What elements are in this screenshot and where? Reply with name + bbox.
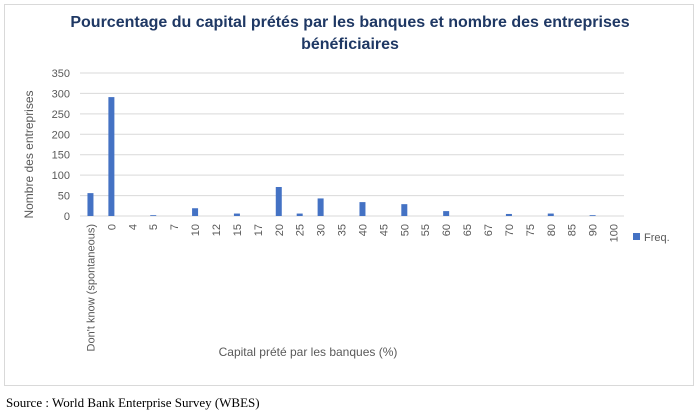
x-tick-label: 20 [274, 224, 286, 236]
x-tick-label: 55 [420, 224, 432, 236]
x-tick-label: 0 [106, 224, 118, 230]
bar [505, 213, 512, 216]
x-tick-label: 12 [211, 224, 223, 236]
y-tick-label: 250 [52, 109, 70, 121]
x-tick-label: 15 [232, 224, 244, 236]
x-tick-label: 67 [483, 224, 495, 236]
x-tick-label: 25 [295, 224, 307, 236]
x-tick-label: 70 [504, 224, 516, 236]
y-tick-label: 0 [64, 211, 70, 223]
bar [401, 204, 408, 216]
x-tick-label: 10 [190, 224, 202, 236]
source-note: Source : World Bank Enterprise Survey (W… [6, 395, 260, 410]
x-tick-label: 45 [378, 224, 390, 236]
bar [150, 215, 157, 216]
bar [87, 193, 94, 216]
x-tick-label: 40 [357, 224, 369, 236]
bar [359, 202, 366, 216]
y-tick-label: 300 [52, 88, 70, 100]
bar [317, 198, 324, 216]
x-tick-label: 30 [316, 224, 328, 236]
legend-label: Freq. [644, 232, 670, 244]
bar [275, 186, 282, 216]
bar [233, 213, 240, 216]
x-tick-label: 60 [441, 224, 453, 236]
x-tick-label: 5 [148, 224, 160, 230]
x-tick-label: 65 [462, 224, 474, 236]
y-tick-label: 50 [58, 191, 70, 203]
y-axis-title: Nombre des entreprises [22, 90, 36, 218]
bar [296, 213, 303, 216]
bar [192, 208, 199, 216]
chart-frame [4, 4, 694, 386]
x-tick-label: 7 [169, 224, 181, 230]
x-tick-label: 100 [609, 224, 621, 242]
x-tick-label: 75 [525, 224, 537, 236]
x-tick-label: 35 [337, 224, 349, 236]
legend-swatch [633, 233, 640, 240]
y-tick-label: 150 [52, 150, 70, 162]
bar [443, 211, 450, 216]
bar [108, 97, 115, 216]
x-tick-label: 90 [588, 224, 600, 236]
y-tick-label: 100 [52, 170, 70, 182]
x-tick-label: 4 [127, 224, 139, 230]
x-tick-label: Don't know (spontaneous) [85, 224, 97, 351]
x-tick-label: 85 [567, 224, 579, 236]
x-tick-label: 17 [253, 224, 265, 236]
bar [589, 215, 596, 216]
y-tick-label: 350 [52, 68, 70, 80]
bar [547, 213, 554, 216]
chart-title: Pourcentage du capital prétés par les ba… [70, 14, 630, 53]
x-tick-label: 50 [399, 224, 411, 236]
x-tick-label: 80 [546, 224, 558, 236]
y-tick-label: 200 [52, 129, 70, 141]
x-axis-title: Capital prété par les banques (%) [219, 345, 398, 359]
